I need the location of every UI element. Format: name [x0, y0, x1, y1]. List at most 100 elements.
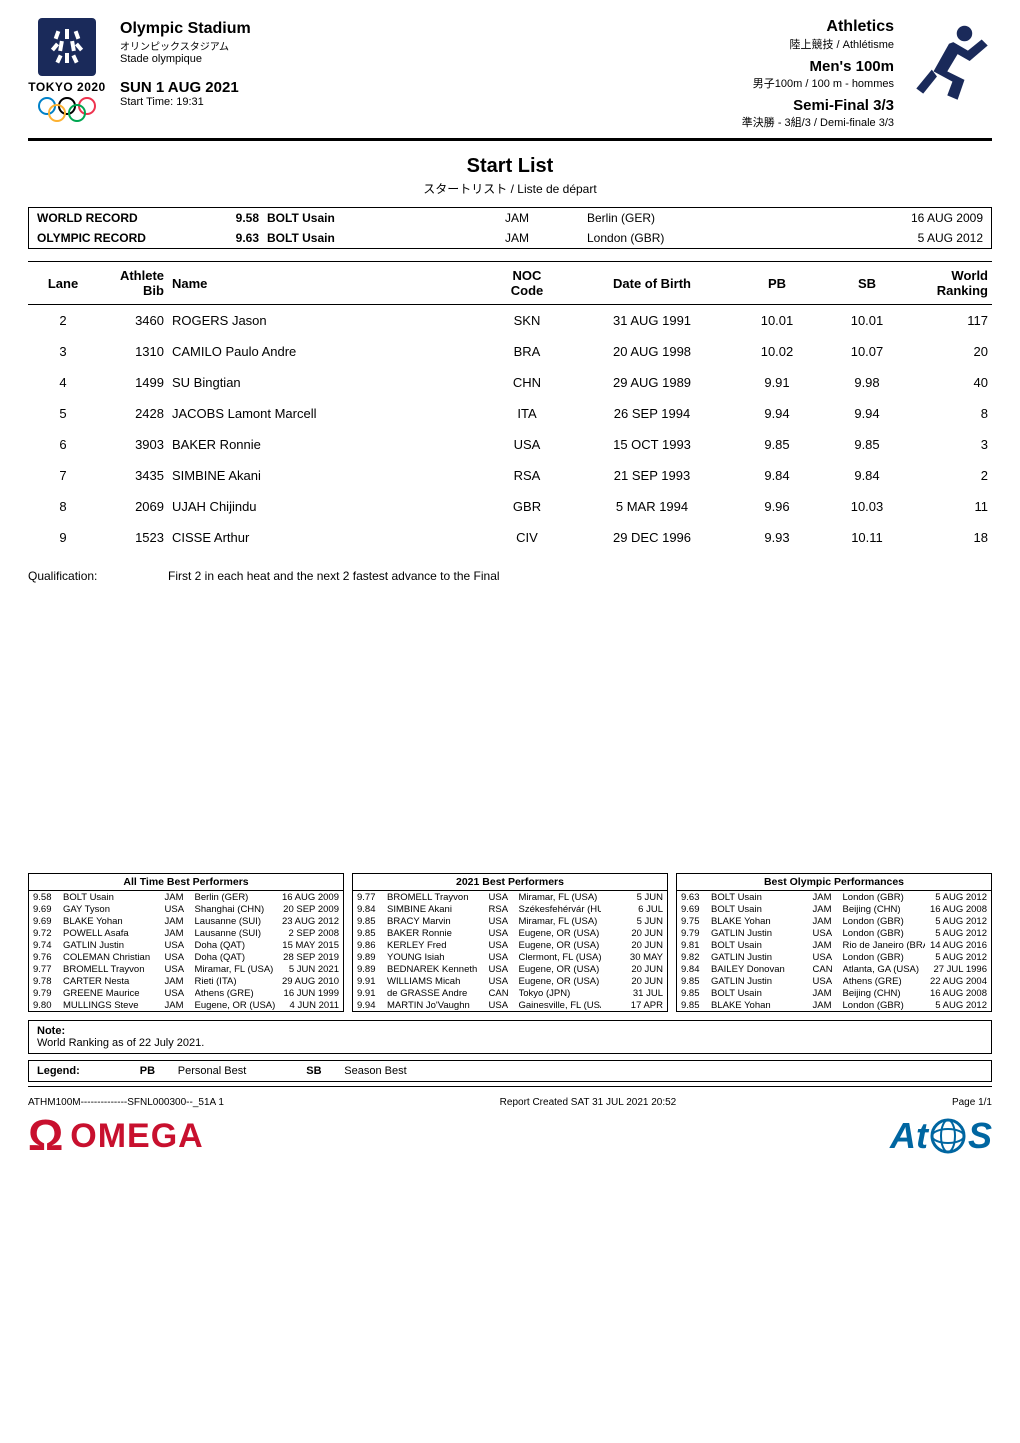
cell-sb: 9.84 — [822, 460, 912, 491]
perf-date: 5 JUN — [605, 916, 663, 927]
performer-row: 9.79GATLIN JustinUSALondon (GBR)5 AUG 20… — [677, 927, 991, 939]
cell-lane: 4 — [28, 367, 98, 398]
performer-row: 9.63BOLT UsainJAMLondon (GBR)5 AUG 2012 — [677, 891, 991, 903]
perf-time: 9.85 — [681, 976, 707, 987]
alltime-table: All Time Best Performers 9.58BOLT UsainJ… — [28, 873, 344, 1012]
cell-bib: 3903 — [98, 429, 168, 460]
perf-name: BROMELL Trayvon — [63, 964, 161, 975]
perf-date: 20 JUN — [605, 940, 663, 951]
perf-location: Székesfehérvár (HUN) — [519, 904, 602, 915]
cell-noc: RSA — [482, 460, 572, 491]
performer-row: 9.76COLEMAN ChristianUSADoha (QAT)28 SEP… — [29, 951, 343, 963]
perf-date: 23 AUG 2012 — [281, 916, 339, 927]
cell-pb: 9.94 — [732, 398, 822, 429]
record-label: WORLD RECORD — [37, 211, 207, 225]
perf-location: London (GBR) — [843, 892, 926, 903]
perf-date: 20 JUN — [605, 964, 663, 975]
perf-location: London (GBR) — [843, 928, 926, 939]
perf-location: Athens (GRE) — [195, 988, 278, 999]
performer-row: 9.89YOUNG IsiahUSAClermont, FL (USA)30 M… — [353, 951, 667, 963]
perf-time: 9.85 — [681, 1000, 707, 1011]
perf-noc: USA — [489, 952, 515, 963]
record-location: Berlin (GER) — [587, 211, 873, 225]
perf-location: Beijing (CHN) — [843, 904, 926, 915]
cell-bib: 2428 — [98, 398, 168, 429]
perf-noc: RSA — [489, 904, 515, 915]
performer-row: 9.74GATLIN JustinUSADoha (QAT)15 MAY 201… — [29, 939, 343, 951]
record-location: London (GBR) — [587, 231, 873, 245]
performer-row: 9.81BOLT UsainJAMRio de Janeiro (BRA)14 … — [677, 939, 991, 951]
perf-location: Lausanne (SUI) — [195, 916, 278, 927]
perf-time: 9.58 — [33, 892, 59, 903]
perf-noc: USA — [165, 988, 191, 999]
perf-name: BROMELL Trayvon — [387, 892, 485, 903]
cell-lane: 9 — [28, 522, 98, 553]
perf-time: 9.85 — [357, 928, 383, 939]
perf-date: 30 MAY — [605, 952, 663, 963]
perf-location: Athens (GRE) — [843, 976, 926, 987]
record-time: 9.63 — [207, 231, 267, 245]
performer-row: 9.77BROMELL TrayvonUSAMiramar, FL (USA)5… — [353, 891, 667, 903]
perf-name: BOLT Usain — [711, 892, 809, 903]
col-sb: SB — [822, 262, 912, 305]
performer-row: 9.84SIMBINE AkaniRSASzékesfehérvár (HUN)… — [353, 903, 667, 915]
footer-right: Page 1/1 — [952, 1097, 992, 1108]
cell-lane: 7 — [28, 460, 98, 491]
cell-sb: 10.03 — [822, 491, 912, 522]
cell-pb: 10.02 — [732, 336, 822, 367]
athletics-pictogram-icon — [906, 18, 992, 104]
records-box: WORLD RECORD9.58BOLT UsainJAMBerlin (GER… — [28, 207, 992, 249]
cell-sb: 10.07 — [822, 336, 912, 367]
perf-location: Eugene, OR (USA) — [519, 940, 602, 951]
performer-row: 9.58BOLT UsainJAMBerlin (GER)16 AUG 2009 — [29, 891, 343, 903]
perf-name: BAILEY Donovan — [711, 964, 809, 975]
perf-location: Berlin (GER) — [195, 892, 278, 903]
title-block: Start List スタートリスト / Liste de départ — [28, 155, 992, 197]
col-bib: Athlete Bib — [98, 262, 168, 305]
performer-row: 9.79GREENE MauriceUSAAthens (GRE)16 JUN … — [29, 987, 343, 999]
footer-divider — [28, 1086, 992, 1087]
cell-noc: GBR — [482, 491, 572, 522]
perf-name: BLAKE Yohan — [711, 916, 809, 927]
venue-name-jp: オリンピックスタジアム — [120, 38, 251, 53]
perf-noc: CAN — [813, 964, 839, 975]
perf-location: Miramar, FL (USA) — [519, 916, 602, 927]
perf-noc: USA — [489, 976, 515, 987]
note-box: Note: World Ranking as of 22 July 2021. — [28, 1020, 992, 1054]
cell-noc: SKN — [482, 305, 572, 337]
event-en: Men's 100m — [742, 58, 894, 75]
perf-name: SIMBINE Akani — [387, 904, 485, 915]
cell-world-ranking: 8 — [912, 398, 992, 429]
cell-name: BAKER Ronnie — [168, 429, 482, 460]
perf-time: 9.63 — [681, 892, 707, 903]
olympic-table: Best Olympic Performances 9.63BOLT Usain… — [676, 873, 992, 1012]
cell-name: ROGERS Jason — [168, 305, 482, 337]
perf-name: de GRASSE Andre — [387, 988, 485, 999]
perf-noc: JAM — [813, 892, 839, 903]
discipline-sub: 陸上競技 / Athlétisme — [742, 36, 894, 52]
perf-time: 9.91 — [357, 988, 383, 999]
perf-date: 20 SEP 2009 — [281, 904, 339, 915]
performer-row: 9.72POWELL AsafaJAMLausanne (SUI)2 SEP 2… — [29, 927, 343, 939]
perf-time: 9.86 — [357, 940, 383, 951]
tokyo2020-text: TOKYO 2020 — [28, 80, 105, 94]
perf-time: 9.91 — [357, 976, 383, 987]
cell-lane: 3 — [28, 336, 98, 367]
sponsor-row: Ω OMEGA At S — [28, 1114, 992, 1158]
perf-date: 22 AUG 2004 — [929, 976, 987, 987]
perf-noc: JAM — [813, 988, 839, 999]
perf-noc: JAM — [165, 892, 191, 903]
perf-name: GAY Tyson — [63, 904, 161, 915]
round-en: Semi-Final 3/3 — [742, 97, 894, 114]
perf-date: 5 AUG 2012 — [929, 916, 987, 927]
qualification-note: Qualification: First 2 in each heat and … — [28, 569, 992, 583]
footer-mid: Report Created SAT 31 JUL 2021 20:52 — [224, 1097, 952, 1108]
performer-row: 9.80MULLINGS SteveJAMEugene, OR (USA)4 J… — [29, 999, 343, 1011]
performer-row: 9.85GATLIN JustinUSAAthens (GRE)22 AUG 2… — [677, 975, 991, 987]
cell-dob: 5 MAR 1994 — [572, 491, 732, 522]
perf-location: Tokyo (JPN) — [519, 988, 602, 999]
tokyo2020-emblem-icon — [38, 18, 96, 76]
perf-name: BOLT Usain — [63, 892, 161, 903]
perf-location: Lausanne (SUI) — [195, 928, 278, 939]
perf-date: 29 AUG 2010 — [281, 976, 339, 987]
